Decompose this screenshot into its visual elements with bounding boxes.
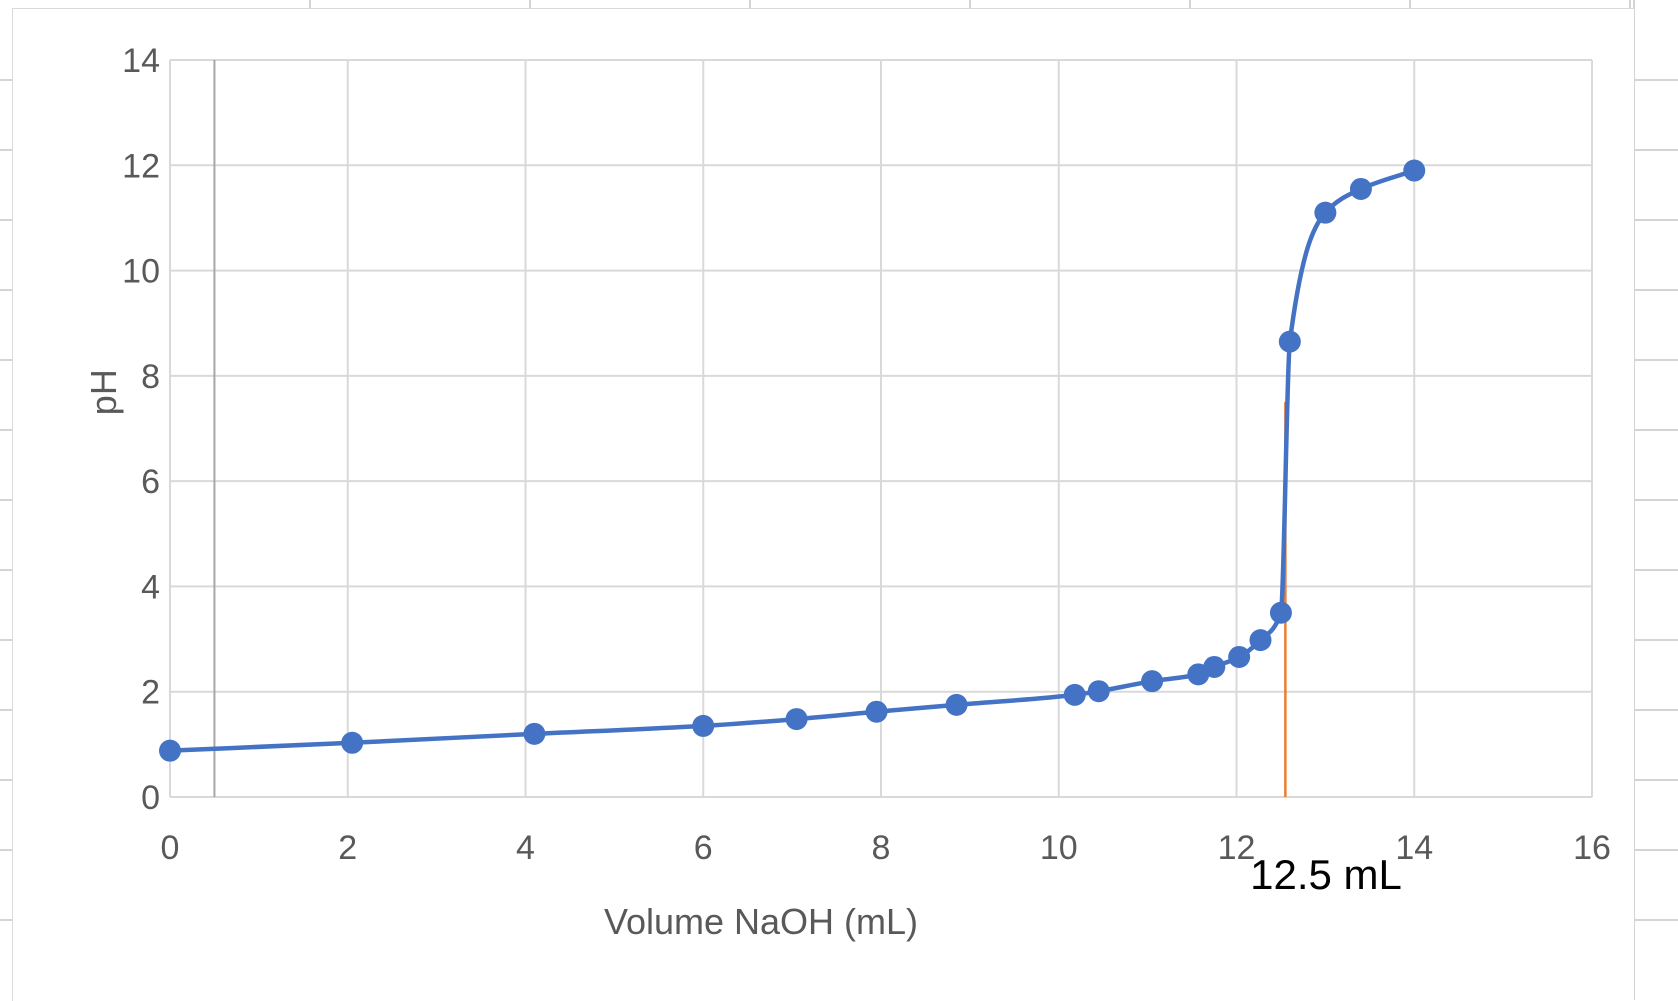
- y-tick-label-6: 6: [141, 463, 160, 501]
- data-point-17: [1349, 177, 1372, 200]
- tick-labels: 0 2 4 6 8 10 12 14 0 2 4 6 8 10 12 14 16: [122, 42, 1611, 867]
- y-axis-title: pH: [83, 369, 124, 415]
- y-tick-label-2: 2: [141, 674, 160, 712]
- chart-area[interactable]: [12, 8, 1634, 1001]
- data-point-5: [865, 700, 888, 723]
- y-tick-label-12: 12: [122, 147, 160, 185]
- series-layer: [159, 159, 1426, 762]
- data-point-9: [1141, 670, 1164, 693]
- x-tick-label-6: 6: [694, 829, 713, 867]
- data-point-7: [1063, 683, 1086, 706]
- x-axis-title: Volume NaOH (mL): [604, 901, 918, 942]
- data-point-18: [1403, 159, 1426, 182]
- data-point-16: [1314, 201, 1337, 224]
- data-point-8: [1087, 680, 1110, 703]
- x-tick-label-2: 2: [338, 829, 357, 867]
- data-point-4: [785, 708, 808, 731]
- data-point-11: [1203, 655, 1226, 678]
- data-point-15: [1278, 330, 1301, 353]
- x-tick-label-10: 10: [1040, 829, 1078, 867]
- data-point-12: [1228, 645, 1251, 668]
- data-point-14: [1269, 601, 1292, 624]
- x-tick-label-8: 8: [872, 829, 891, 867]
- y-tick-label-4: 4: [141, 568, 160, 606]
- y-tick-label-14: 14: [122, 42, 160, 80]
- series-line-0: [169, 168, 1415, 753]
- y-tick-label-8: 8: [141, 358, 160, 396]
- y-tick-label-10: 10: [122, 253, 160, 291]
- data-point-6: [945, 693, 968, 716]
- x-tick-label-4: 4: [516, 829, 535, 867]
- gridlines: [169, 59, 1593, 798]
- equivalence-annotation: 12.5 mL: [1250, 851, 1402, 898]
- x-tick-label-14: 14: [1395, 829, 1433, 867]
- data-point-1: [341, 731, 364, 754]
- data-point-0: [159, 739, 181, 762]
- data-point-13: [1249, 629, 1272, 652]
- data-point-3: [692, 714, 715, 737]
- y-tick-label-0: 0: [141, 779, 160, 817]
- x-tick-label-12: 12: [1218, 829, 1256, 867]
- x-tick-label-0: 0: [161, 829, 180, 867]
- x-tick-label-16: 16: [1573, 829, 1611, 867]
- data-point-2: [523, 722, 546, 745]
